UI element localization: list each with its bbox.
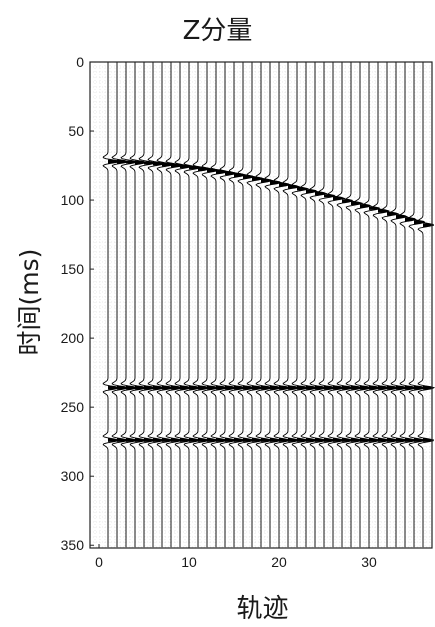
y-tick-label: 250 xyxy=(61,399,85,415)
y-tick-label: 350 xyxy=(61,537,85,553)
y-tick-label: 300 xyxy=(61,468,85,484)
x-tick-label: 0 xyxy=(95,554,103,570)
y-tick-label: 100 xyxy=(61,192,85,208)
trace-group xyxy=(103,62,434,547)
y-tick-label: 50 xyxy=(68,123,84,139)
y-tick-label: 150 xyxy=(61,261,85,277)
y-tick-label: 200 xyxy=(61,330,85,346)
x-tick-label: 30 xyxy=(361,554,377,570)
y-tick-label: 0 xyxy=(76,54,84,70)
x-tick-label: 10 xyxy=(181,554,197,570)
x-tick-label: 20 xyxy=(271,554,287,570)
